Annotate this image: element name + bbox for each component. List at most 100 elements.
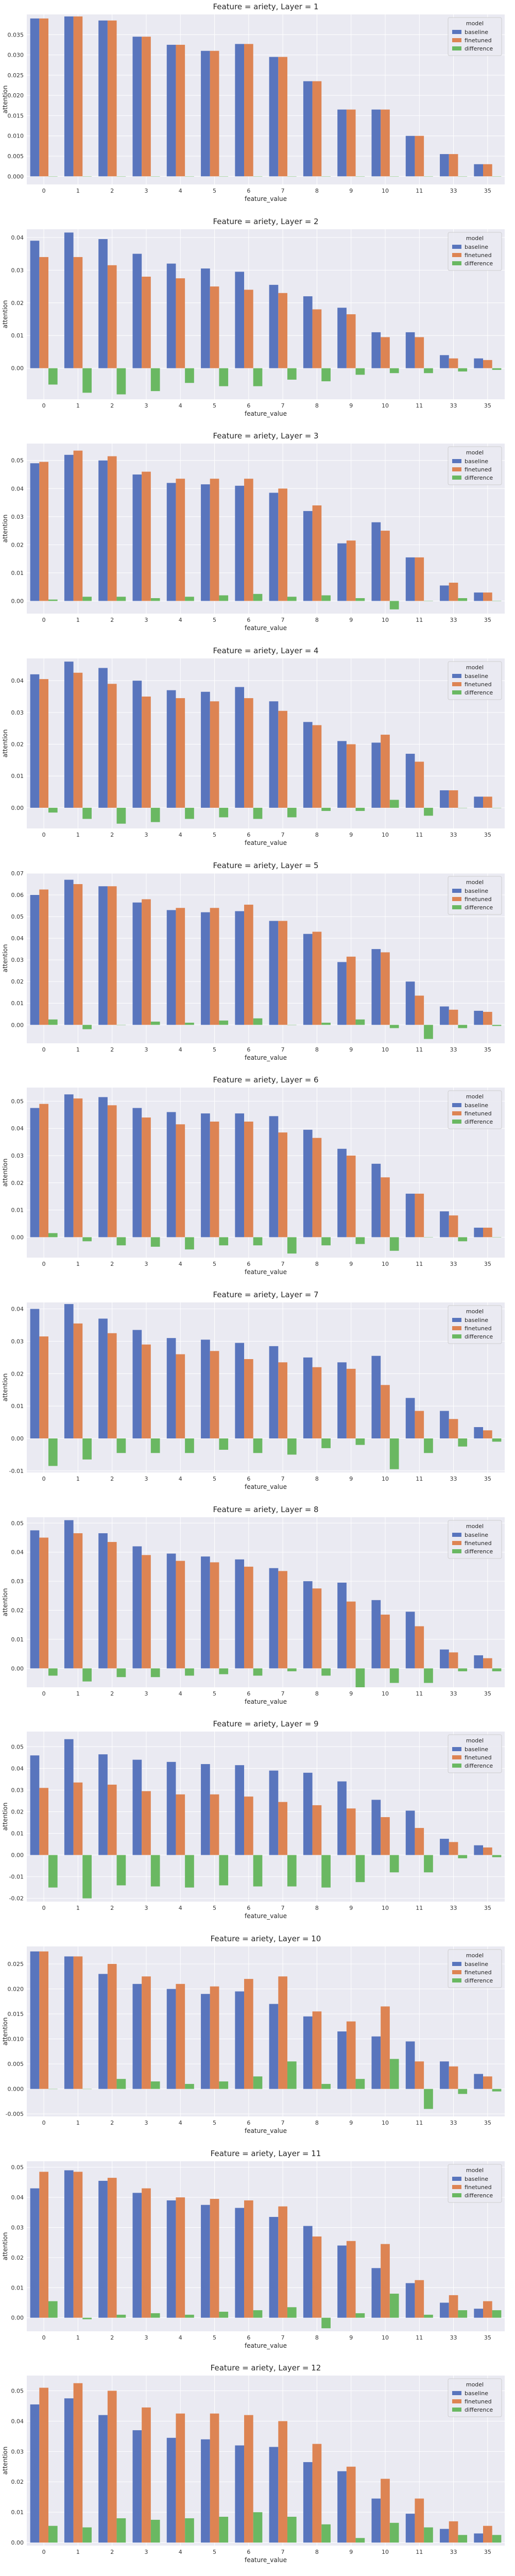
y-tick-label: 0.00 (11, 805, 24, 811)
bar-baseline-11 (405, 332, 415, 368)
bar-difference-11 (424, 2314, 433, 2318)
bar-baseline-3 (132, 1759, 142, 1855)
legend-box (448, 1734, 502, 1773)
bar-difference-7 (287, 1438, 297, 1455)
bar-baseline-33 (440, 585, 449, 601)
x-tick-label: 9 (349, 1905, 353, 1911)
y-tick-label: 0.03 (11, 957, 24, 963)
x-tick-label: 7 (281, 617, 285, 623)
x-axis-label: feature_value (245, 1483, 287, 1490)
x-tick-label: 1 (76, 1905, 80, 1911)
y-tick-label: 0.00 (11, 598, 24, 605)
bar-baseline-35 (474, 2533, 484, 2543)
bar-baseline-33 (440, 2061, 449, 2089)
x-tick-label: 0 (42, 1690, 46, 1697)
bar-difference-9 (355, 1668, 365, 1687)
x-tick-label: 9 (349, 2120, 353, 2126)
bar-finetuned-33 (449, 2521, 458, 2543)
legend-label-difference: difference (465, 904, 493, 911)
bar-baseline-35 (474, 1010, 484, 1025)
bar-baseline-1 (64, 16, 74, 177)
x-tick-label: 5 (213, 2549, 216, 2555)
bar-baseline-0 (30, 1108, 40, 1238)
bar-difference-5 (219, 1438, 229, 1450)
x-tick-label: 5 (213, 2334, 216, 2341)
bar-difference-2 (116, 2518, 126, 2543)
legend-label-finetuned: finetuned (465, 1110, 492, 1117)
x-tick-label: 8 (315, 1690, 319, 1697)
x-axis-label: feature_value (245, 2127, 287, 2134)
bar-baseline-33 (440, 1211, 449, 1238)
bar-finetuned-33 (449, 1009, 458, 1025)
x-tick-label: 1 (76, 1261, 80, 1267)
bar-finetuned-11 (415, 1828, 424, 1855)
bar-baseline-6 (235, 486, 245, 601)
bar-finetuned-4 (176, 1984, 185, 2089)
bar-finetuned-10 (381, 109, 390, 177)
bar-finetuned-2 (107, 1105, 117, 1238)
bar-difference-2 (116, 1237, 126, 1246)
bar-baseline-4 (166, 2200, 176, 2318)
bar-difference-8 (321, 2083, 331, 2089)
bar-baseline-3 (132, 1546, 142, 1668)
bar-baseline-33 (440, 790, 449, 808)
legend-label-baseline: baseline (465, 2390, 488, 2397)
bar-finetuned-10 (381, 1177, 390, 1238)
bar-baseline-1 (64, 1094, 74, 1238)
bar-finetuned-8 (312, 505, 322, 601)
bar-baseline-3 (132, 37, 142, 177)
x-tick-label: 35 (484, 832, 491, 838)
bar-difference-1 (82, 1668, 92, 1682)
bar-baseline-4 (166, 483, 176, 601)
y-axis-label: attention (2, 1374, 9, 1402)
bar-difference-4 (185, 2518, 194, 2543)
bar-finetuned-10 (381, 1614, 390, 1668)
x-tick-label: 7 (281, 1261, 285, 1267)
legend-swatch-baseline (452, 673, 461, 678)
bar-finetuned-7 (278, 488, 287, 601)
bar-finetuned-4 (176, 479, 185, 601)
bar-difference-33 (458, 2310, 468, 2318)
x-tick-label: 10 (382, 1261, 389, 1267)
legend-swatch-finetuned (452, 896, 461, 901)
y-tick-label: 0.02 (11, 1607, 24, 1614)
bar-baseline-11 (405, 2283, 415, 2318)
x-tick-label: 9 (349, 1046, 353, 1053)
bar-baseline-2 (98, 2415, 108, 2543)
bar-baseline-5 (201, 2205, 210, 2318)
bar-baseline-11 (405, 754, 415, 808)
bar-baseline-9 (337, 741, 347, 808)
legend-label-finetuned: finetuned (465, 681, 492, 688)
y-tick-label: 0.04 (11, 1306, 24, 1313)
bar-difference-10 (389, 601, 399, 610)
y-tick-label: 0.01 (11, 2284, 24, 2291)
bar-finetuned-9 (346, 1156, 356, 1238)
bar-baseline-2 (98, 886, 108, 1025)
legend-title: model (466, 20, 484, 27)
legend-swatch-finetuned (452, 1540, 461, 1545)
bar-baseline-2 (98, 1318, 108, 1438)
bar-difference-1 (82, 368, 92, 393)
y-axis-label: attention (2, 944, 9, 972)
y-axis-label: attention (2, 2018, 9, 2046)
bar-difference-1 (82, 807, 92, 819)
bar-finetuned-7 (278, 2206, 287, 2318)
bar-baseline-4 (166, 1553, 176, 1668)
bar-baseline-5 (201, 2439, 210, 2543)
bar-baseline-33 (440, 2302, 449, 2318)
x-tick-label: 33 (450, 1690, 457, 1697)
x-tick-label: 4 (179, 1261, 182, 1267)
chart-title: Feature = ariety, Layer = 8 (213, 1505, 318, 1514)
x-tick-label: 2 (110, 2334, 114, 2341)
legend-swatch-finetuned (452, 682, 461, 686)
bar-difference-1 (82, 2527, 92, 2543)
x-tick-label: 35 (484, 402, 491, 409)
bar-baseline-3 (132, 1108, 142, 1238)
bar-difference-2 (116, 2079, 126, 2089)
chart-title: Feature = ariety, Layer = 9 (213, 1719, 318, 1728)
x-tick-label: 7 (281, 832, 285, 838)
bar-baseline-6 (235, 272, 245, 368)
bar-baseline-0 (30, 1309, 40, 1438)
